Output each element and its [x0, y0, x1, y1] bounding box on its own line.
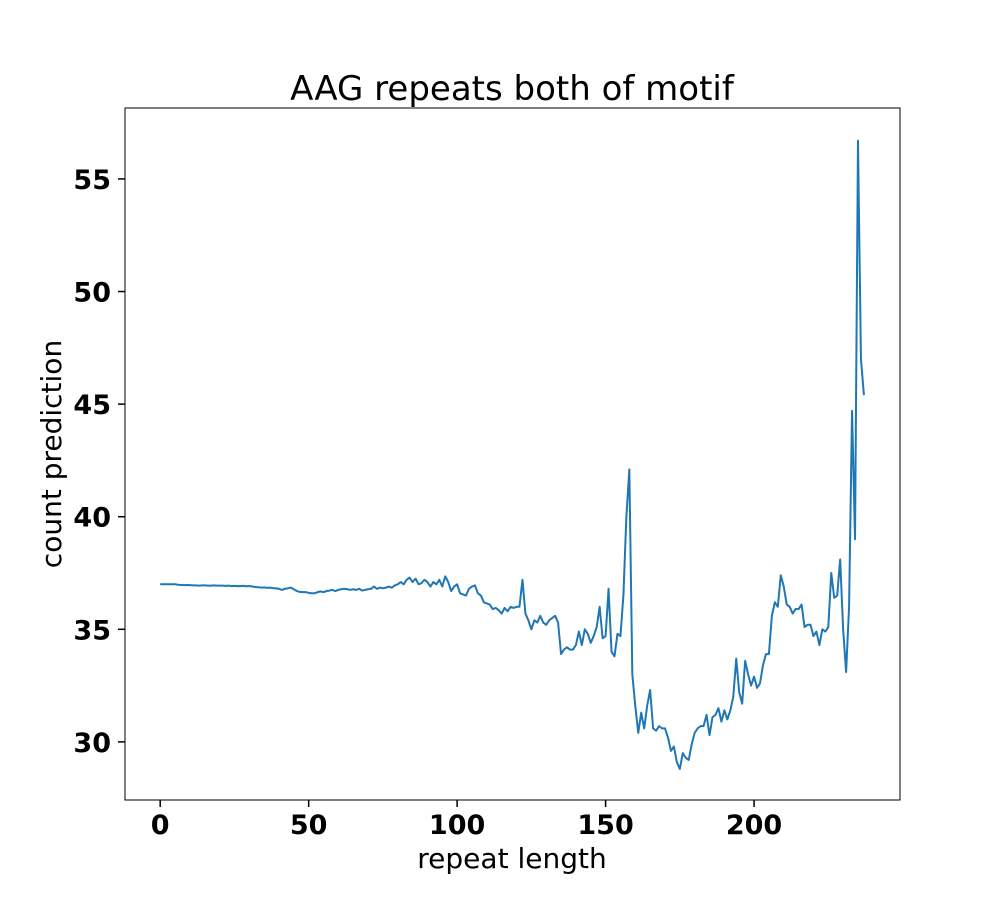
x-tick-label: 0	[151, 810, 170, 841]
x-tick-label: 100	[429, 810, 485, 841]
x-axis-label: repeat length	[417, 842, 606, 875]
x-tick-label: 200	[726, 810, 782, 841]
y-tick-label: 45	[73, 390, 111, 421]
y-tick-label: 30	[73, 728, 111, 759]
x-tick-label: 150	[577, 810, 633, 841]
chart-title: AAG repeats both of motif	[290, 69, 735, 109]
y-tick-label: 50	[73, 278, 111, 309]
x-tick-label: 50	[290, 810, 328, 841]
data-line	[160, 139, 865, 770]
y-tick-label: 55	[73, 165, 111, 196]
plot-frame	[124, 107, 901, 801]
y-axis-label: count prediction	[35, 340, 68, 568]
y-tick-label: 35	[73, 615, 111, 646]
y-tick-label: 40	[73, 503, 111, 534]
